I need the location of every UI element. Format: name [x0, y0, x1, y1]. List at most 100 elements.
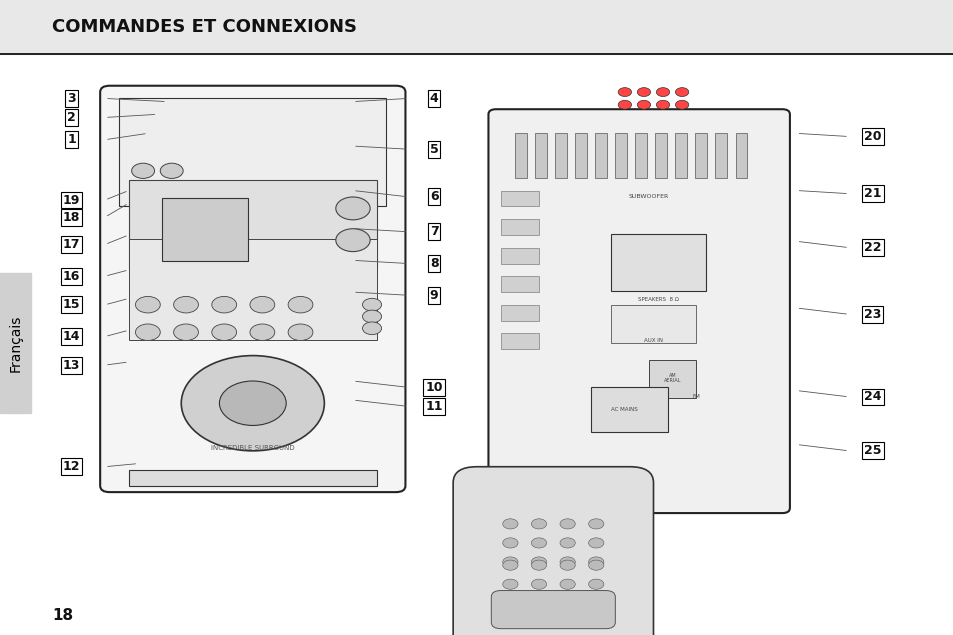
Circle shape	[173, 324, 198, 340]
Bar	[500, 276, 538, 292]
Circle shape	[335, 229, 370, 251]
Text: 4: 4	[429, 92, 438, 105]
Text: 3: 3	[67, 92, 76, 105]
Text: 24: 24	[863, 391, 881, 403]
Text: 14: 14	[63, 330, 80, 343]
Circle shape	[362, 310, 381, 323]
Circle shape	[559, 557, 575, 567]
FancyBboxPatch shape	[100, 86, 405, 492]
Bar	[515, 133, 526, 178]
Circle shape	[502, 557, 517, 567]
Bar	[715, 133, 726, 178]
Text: 10: 10	[425, 381, 442, 394]
Text: 23: 23	[863, 308, 881, 321]
Bar	[615, 133, 626, 178]
Circle shape	[588, 519, 603, 529]
FancyBboxPatch shape	[491, 591, 615, 629]
Circle shape	[219, 381, 286, 425]
Text: 12: 12	[63, 460, 80, 473]
Circle shape	[588, 579, 603, 589]
Circle shape	[637, 88, 650, 97]
Circle shape	[559, 560, 575, 570]
Circle shape	[288, 297, 313, 313]
Circle shape	[531, 538, 546, 548]
Text: 19: 19	[63, 194, 80, 206]
Circle shape	[135, 324, 160, 340]
FancyBboxPatch shape	[488, 109, 789, 513]
Text: 21: 21	[863, 187, 881, 200]
Bar	[535, 133, 546, 178]
Text: 2: 2	[67, 111, 76, 124]
Circle shape	[250, 324, 274, 340]
Circle shape	[212, 297, 236, 313]
Text: 7: 7	[429, 225, 438, 238]
Circle shape	[132, 163, 154, 178]
Bar	[0, 0, 953, 54]
Text: Français: Français	[9, 314, 22, 371]
Bar	[0, 273, 30, 413]
Circle shape	[588, 538, 603, 548]
Bar	[695, 133, 706, 178]
Bar	[500, 248, 538, 264]
Circle shape	[588, 557, 603, 567]
Circle shape	[559, 538, 575, 548]
Circle shape	[531, 557, 546, 567]
Text: 25: 25	[863, 444, 881, 457]
Text: 15: 15	[63, 298, 80, 311]
Circle shape	[288, 324, 313, 340]
Text: 11: 11	[425, 400, 442, 413]
Text: SUBWOOFER: SUBWOOFER	[628, 194, 668, 199]
Bar	[555, 133, 566, 178]
Circle shape	[531, 519, 546, 529]
Circle shape	[675, 100, 688, 109]
FancyBboxPatch shape	[453, 467, 653, 635]
Bar	[675, 133, 686, 178]
Text: AUX IN: AUX IN	[643, 338, 662, 343]
Bar	[735, 133, 746, 178]
Bar	[595, 133, 606, 178]
Bar	[648, 359, 696, 398]
Text: AM
AERIAL: AM AERIAL	[663, 373, 680, 384]
Text: INCREDIBLE SURROUND: INCREDIBLE SURROUND	[211, 444, 294, 451]
Circle shape	[618, 88, 631, 97]
Bar	[129, 470, 376, 486]
Text: 5: 5	[429, 143, 438, 156]
Circle shape	[135, 297, 160, 313]
Circle shape	[675, 88, 688, 97]
Bar	[500, 333, 538, 349]
Text: 17: 17	[63, 238, 80, 251]
Text: 20: 20	[863, 130, 881, 143]
Text: 1: 1	[67, 133, 76, 146]
Bar	[591, 387, 667, 432]
Text: SPEAKERS  8 Ω: SPEAKERS 8 Ω	[638, 297, 678, 302]
Circle shape	[335, 197, 370, 220]
Circle shape	[181, 356, 324, 451]
Circle shape	[160, 163, 183, 178]
Bar	[500, 305, 538, 321]
Bar	[162, 198, 248, 262]
Circle shape	[362, 322, 381, 335]
Bar	[129, 180, 376, 269]
Text: 16: 16	[63, 270, 80, 283]
Circle shape	[502, 519, 517, 529]
Text: 18: 18	[52, 608, 73, 624]
Text: AC MAINS: AC MAINS	[611, 407, 638, 412]
Text: 9: 9	[429, 289, 438, 302]
Circle shape	[362, 298, 381, 311]
Bar	[575, 133, 586, 178]
Circle shape	[531, 579, 546, 589]
Bar	[655, 133, 666, 178]
Circle shape	[250, 297, 274, 313]
Circle shape	[588, 560, 603, 570]
Text: COMMANDES ET CONNEXIONS: COMMANDES ET CONNEXIONS	[52, 18, 357, 36]
Circle shape	[656, 88, 669, 97]
Bar	[129, 239, 376, 340]
Text: 18: 18	[63, 211, 80, 224]
Bar	[635, 133, 646, 178]
Circle shape	[559, 519, 575, 529]
Bar	[610, 234, 705, 291]
Circle shape	[502, 538, 517, 548]
Circle shape	[656, 100, 669, 109]
Text: 13: 13	[63, 359, 80, 371]
Circle shape	[559, 579, 575, 589]
